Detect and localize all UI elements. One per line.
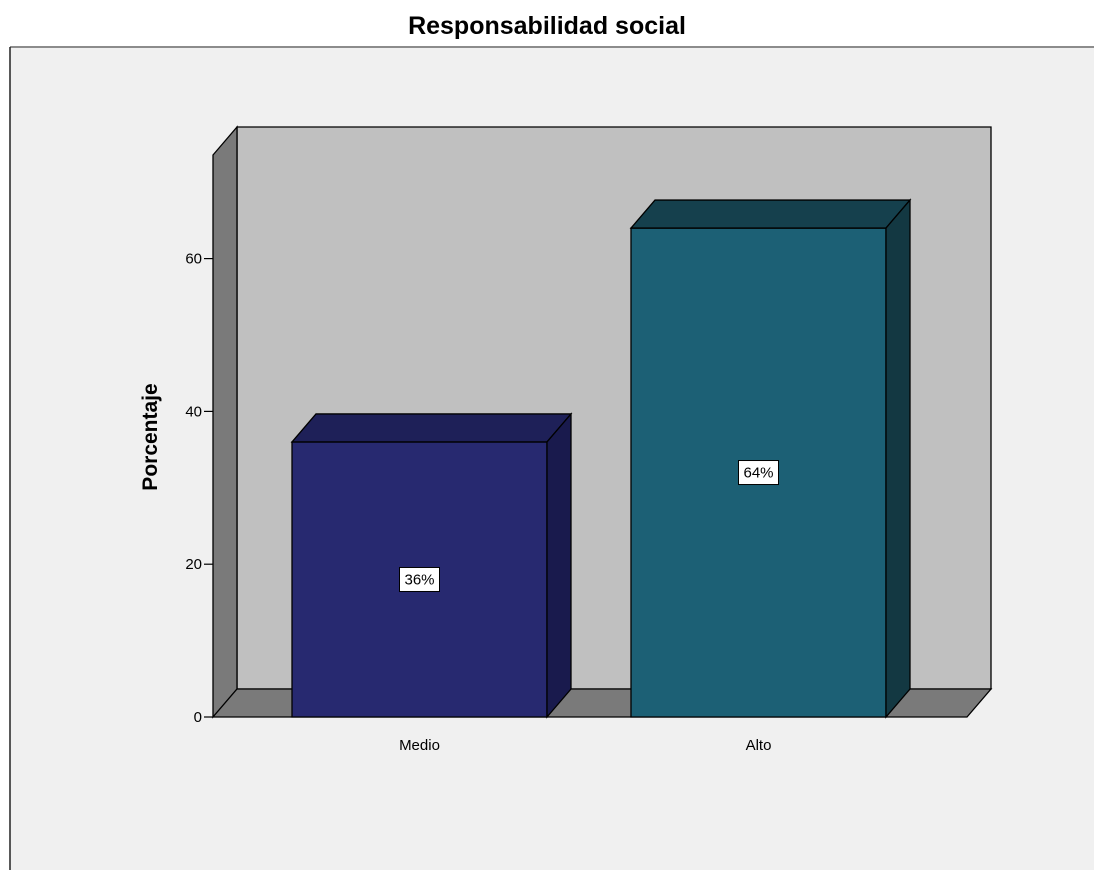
- y-axis: 0 20 40 60: [185, 251, 213, 726]
- data-label-box: [738, 460, 779, 486]
- data-label-box: [399, 566, 440, 592]
- y-axis-title: Porcentaje: [139, 383, 162, 490]
- chart-title: Responsabilidad social: [408, 12, 686, 40]
- x-axis-tick-labels: Medio Alto: [399, 737, 771, 754]
- y-tick-label: 40: [185, 403, 202, 420]
- bar-top: [290, 413, 573, 443]
- bar-alto: 64%: [629, 198, 912, 719]
- bar-medio: 36%: [290, 412, 573, 719]
- y-tick-label: 60: [185, 251, 202, 268]
- bar-top: [629, 199, 912, 229]
- data-label: 36%: [404, 571, 434, 588]
- x-tick-label: Medio: [399, 737, 440, 754]
- side-wall: [212, 125, 238, 719]
- chart-frame: [9, 46, 1094, 870]
- bars: 36% 64%: [290, 198, 912, 719]
- bar-side: [885, 198, 911, 719]
- bar-side: [546, 412, 572, 719]
- y-tick-label: 0: [194, 709, 202, 726]
- x-tick-label: Alto: [746, 737, 772, 754]
- y-tick-label: 20: [185, 556, 202, 573]
- data-label: 64%: [743, 465, 773, 482]
